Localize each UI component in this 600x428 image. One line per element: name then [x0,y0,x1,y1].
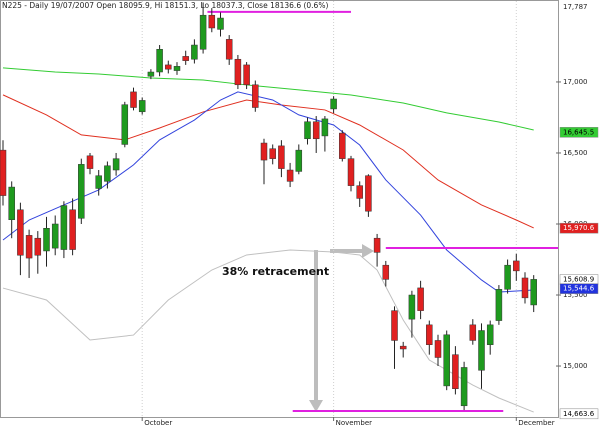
candle-body [60,205,68,250]
candle-body [104,165,111,182]
arrow-head [362,244,374,258]
y-tick-label: 16,500 [563,149,588,157]
value-box-label: 15,608.9 [563,276,594,284]
value-box [559,127,599,138]
candle-body [443,334,450,387]
candle-body [0,149,7,196]
candle-body [278,145,285,169]
candle-body [373,237,381,253]
candle-body [138,100,146,113]
candle-body [165,64,172,70]
candle-body [112,158,120,171]
candle-body [330,98,337,110]
value-box-label: 15,970.6 [563,224,595,232]
candle-body [234,58,242,86]
candle-body [17,209,24,256]
candle-body [121,104,129,145]
annotation: 38% retracement [222,265,329,278]
value-box-label: 14,663.6 [563,410,595,418]
candle-body [339,132,346,159]
candle-body [78,164,85,219]
candle-body [417,287,424,311]
candle-body [147,71,155,77]
candle-body [8,186,15,220]
candle-body [95,175,102,189]
chart-title: N225 - Daily 19/07/2007 Open 18095.9, Hi… [2,1,328,10]
candle-body [426,324,433,345]
top-label: 17,787 [563,3,588,11]
candle-body [191,44,198,60]
candle-body [356,185,363,199]
candle-body [51,223,59,249]
value-box [559,408,599,420]
candle-body [399,345,407,350]
x-tick-label: December [518,419,554,427]
value-box-label: 16,645.5 [563,128,594,136]
candle-body [495,289,503,321]
candle-body [225,39,233,60]
candle-body [156,49,163,73]
candle-body [130,91,137,108]
candle-body [43,228,50,252]
candle-body [469,324,477,341]
candle-body [69,209,76,250]
candle-body [252,84,259,108]
candle-body [434,340,442,358]
candle-body [286,169,294,182]
candle-body [217,17,224,30]
candle-body [173,66,181,71]
y-tick-label: 17,000 [563,78,588,86]
candle-body [182,56,189,61]
indicator-line [2,249,534,413]
arrows [309,244,374,412]
candle-body [208,14,216,29]
candle-body [486,324,494,345]
candle-body [521,277,529,299]
x-tick-label: October [144,419,172,427]
y-tick-label: 15,000 [563,362,588,370]
candle-body [452,354,459,390]
candle-body [312,121,320,140]
candle-body [86,155,94,169]
value-box [559,222,599,234]
candle-body [321,118,329,137]
candle-body [25,235,33,259]
plot-frame [0,0,559,418]
candle-body [199,14,207,50]
candle-body [408,294,416,320]
candle-body [513,260,520,272]
candle-body [269,148,276,159]
candle-body [382,264,390,280]
candle-body [391,310,398,341]
candle-body [530,279,537,306]
candle-body [478,330,485,371]
arrow-head [309,400,323,412]
y-tick-label: 15,500 [563,291,588,299]
candle-body [347,158,355,186]
indicator-line [2,67,534,131]
candle-body [34,237,42,256]
candle-body [260,142,268,161]
value-box [559,283,599,294]
candle-body [365,175,372,212]
candle-body [460,367,468,407]
candle-body [504,264,511,290]
value-box-label: 15,544.6 [563,285,595,293]
candle-body [243,64,250,86]
candle-body [295,149,303,172]
candle-body [304,121,311,140]
x-tick-label: November [336,419,373,427]
